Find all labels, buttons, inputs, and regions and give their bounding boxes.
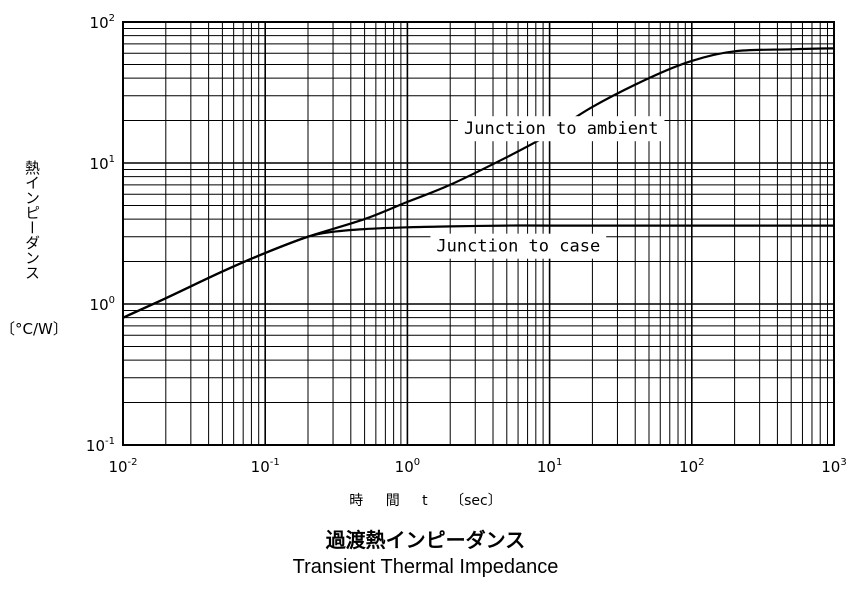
chart-title-en: Transient Thermal Impedance xyxy=(292,556,559,578)
y-tick-label: 102 xyxy=(90,13,115,32)
grid-minor xyxy=(123,22,834,445)
x-tick-labels: 10-2 10-1 100 101 102 103 xyxy=(108,457,846,476)
y-axis-unit: 〔°C/W〕 xyxy=(0,320,68,338)
series-layer xyxy=(122,47,835,319)
series-label-background xyxy=(430,233,607,259)
label-junction-to-ambient: Junction to ambient xyxy=(464,119,658,139)
y-tick-label: 10-1 xyxy=(86,436,115,455)
x-tick-label: 102 xyxy=(679,457,704,476)
plot-frame xyxy=(122,21,835,446)
series-labels: Junction to ambient Junction to case xyxy=(430,116,665,259)
label-junction-to-case: Junction to case xyxy=(436,237,600,257)
x-tick-label: 103 xyxy=(821,457,846,476)
x-tick-label: 10-1 xyxy=(251,457,280,476)
chart-title-jp: 過渡熱インピーダンス xyxy=(325,528,526,552)
x-axis-label: 時 間 t 〔sec〕 xyxy=(349,493,502,509)
grid-major xyxy=(122,22,834,446)
y-tick-label: 100 xyxy=(90,295,115,314)
y-tick-label: 101 xyxy=(90,154,115,173)
series-line-junction-to-case xyxy=(122,224,834,319)
x-tick-label: 10-2 xyxy=(108,457,137,476)
series-line-junction-to-ambient xyxy=(122,47,835,319)
y-axis-label: 熱インピーダンス xyxy=(23,160,41,280)
x-tick-label: 100 xyxy=(395,457,420,476)
series-label-background xyxy=(457,116,665,142)
y-tick-labels: 10-1 100 101 102 xyxy=(86,13,115,455)
x-tick-label: 101 xyxy=(537,457,562,476)
